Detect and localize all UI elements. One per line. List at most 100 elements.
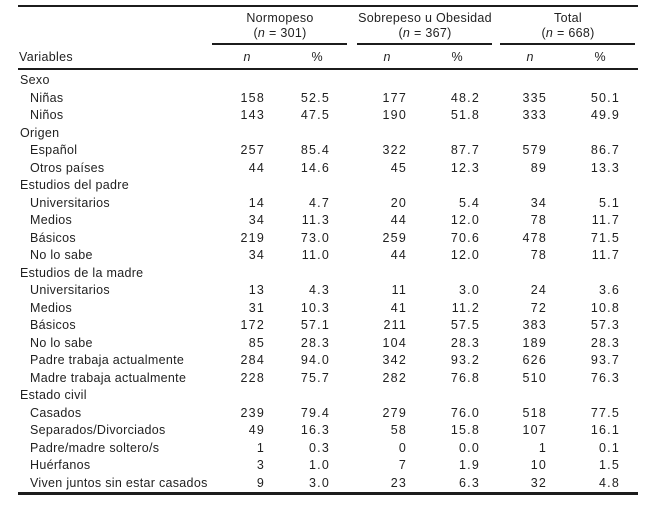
percent-value: 77.5 (590, 405, 620, 420)
row-label: Madre trabaja actualmente (30, 370, 187, 385)
percent-value: 79.4 (300, 405, 330, 420)
n-value: 107 (522, 423, 547, 437)
group-header: Sobrepeso u Obesidad (n = 367) (340, 11, 510, 40)
n-value (198, 125, 268, 143)
n-value: 20 (390, 195, 407, 210)
percent-value (412, 177, 486, 195)
percent-value: 4.8 (599, 475, 620, 490)
percent-value: 16.1 (590, 423, 620, 437)
row-label: Sexo (20, 73, 50, 87)
percent-value: 76.8 (450, 370, 480, 385)
data-row: Casados 239 79.4 279 76.0 518 77.5 (18, 405, 638, 423)
percent-value: 28.3 (590, 335, 620, 350)
percent-value: 48.2 (450, 90, 480, 105)
n-value: 177 (382, 90, 407, 105)
n-value: 49 (248, 423, 265, 437)
percent-value: 13.3 (590, 160, 620, 175)
n-value: 284 (240, 353, 265, 367)
n-value: 44 (248, 160, 265, 175)
n-value: 219 (240, 230, 265, 245)
row-label: Español (30, 143, 78, 157)
percent-value: 12.3 (450, 160, 480, 175)
row-label: Viven juntos sin estar casados (30, 475, 208, 490)
n-value: 13 (248, 283, 265, 297)
row-label: Universitarios (30, 283, 110, 297)
data-row: Básicos 172 57.1 211 57.5 383 57.3 (18, 317, 638, 335)
n-value: 1 (256, 440, 265, 455)
data-row: Otros países 44 14.6 45 12.3 89 13.3 (18, 160, 638, 178)
row-label: Básicos (30, 230, 76, 245)
n-value: 78 (530, 213, 547, 227)
n-value: 23 (390, 475, 407, 490)
data-row: Viven juntos sin estar casados 9 3.0 23 6.3 3… (18, 475, 638, 493)
row-label: Medios (30, 213, 73, 227)
n-value: 335 (522, 90, 547, 105)
percent-column-header: % (594, 50, 606, 64)
n-value: 11 (391, 283, 407, 297)
row-label: Estudios de la madre (20, 265, 144, 280)
n-column-header: n (526, 50, 534, 64)
percent-value: 1.9 (459, 458, 480, 472)
group-count: (n = 301) (253, 25, 307, 40)
n-value: 579 (522, 143, 547, 157)
percent-value: 5.1 (599, 195, 620, 210)
table-bottom-rule (18, 492, 638, 495)
n-value: 518 (522, 405, 547, 420)
n-value: 10 (530, 458, 547, 472)
group-title: Normopeso (246, 11, 314, 25)
n-value: 383 (522, 318, 547, 332)
percent-value: 57.3 (590, 318, 620, 332)
n-value: 78 (530, 248, 547, 262)
percent-value: 49.9 (590, 108, 620, 122)
n-value: 257 (240, 143, 265, 157)
n-value: 31 (248, 300, 265, 315)
group-header: Normopeso (n = 301) (195, 11, 365, 40)
n-value: 85 (248, 335, 265, 350)
percent-value (268, 125, 336, 143)
percent-value (268, 387, 336, 405)
percent-value: 93.7 (590, 353, 620, 367)
percent-value: 86.7 (590, 143, 620, 157)
n-value: 44 (390, 213, 407, 227)
n-value: 14 (248, 195, 265, 210)
n-value: 1 (538, 440, 547, 455)
group-title: Total (554, 11, 582, 25)
percent-value: 28.3 (300, 335, 330, 350)
n-value (336, 265, 412, 283)
n-value: 158 (240, 90, 265, 105)
percent-value: 10.3 (300, 300, 330, 315)
n-value: 3 (256, 458, 265, 472)
row-label: Origen (20, 125, 60, 140)
percent-value (412, 72, 486, 90)
percent-value: 85.4 (300, 143, 330, 157)
n-value: 89 (530, 160, 547, 175)
n-value: 32 (530, 475, 547, 490)
percent-value: 11.0 (301, 248, 330, 262)
n-value: 239 (240, 405, 265, 420)
row-label: Estado civil (20, 388, 87, 402)
percent-value (552, 72, 638, 90)
statistics-table: Variables Normopeso (n = 301) Sobrepeso u … (18, 5, 638, 500)
n-value (486, 177, 552, 195)
percent-value: 3.0 (309, 475, 330, 490)
row-label: Padre trabaja actualmente (30, 353, 185, 367)
percent-value (268, 177, 336, 195)
n-value (198, 72, 268, 90)
group-title: Sobrepeso u Obesidad (358, 11, 492, 25)
n-value: 58 (390, 423, 407, 437)
data-row: Medios 34 11.3 44 12.0 78 11.7 (18, 212, 638, 230)
n-value: 172 (240, 318, 265, 332)
n-value: 510 (522, 370, 547, 385)
percent-value (552, 125, 638, 143)
row-label: No lo sabe (30, 335, 93, 350)
n-value: 259 (382, 230, 407, 245)
percent-value: 0.1 (599, 440, 620, 455)
group-underline (500, 43, 635, 45)
percent-value: 5.4 (459, 195, 480, 210)
percent-value: 71.5 (590, 230, 620, 245)
percent-value: 76.0 (450, 405, 480, 420)
percent-value (268, 72, 336, 90)
percent-value: 11.7 (591, 213, 620, 227)
section-row: Sexo (18, 72, 638, 90)
